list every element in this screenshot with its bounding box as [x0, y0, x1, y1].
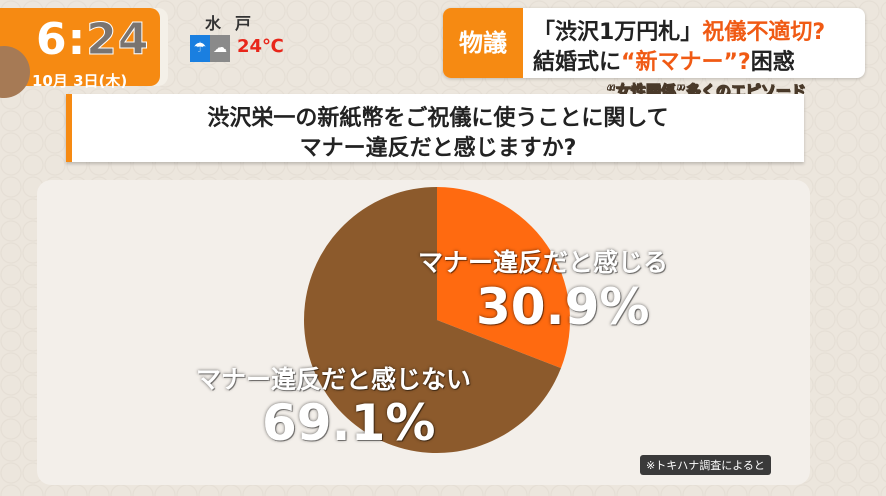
headline-line2: 結婚式に“新マナー”?困惑 — [533, 44, 795, 76]
weather-temp: 24℃ — [237, 36, 284, 57]
headline-highlight: 祝儀不適切? — [702, 20, 826, 45]
clock-hour: 6: — [36, 14, 87, 65]
umbrella-rain-icon: ☂ — [190, 35, 210, 62]
slice-value-agree: 30.9% — [476, 278, 650, 336]
headline-tag: 物議 — [443, 8, 523, 78]
pie-slice-1 — [304, 187, 561, 453]
pie-slice-0 — [437, 187, 570, 369]
headline-text: 結婚式に — [533, 50, 622, 75]
question-box: 渋沢栄一の新紙幣をご祝儀に使うことに関して マナー違反だと感じますか? — [66, 94, 804, 162]
slice-value-disagree: 69.1% — [262, 394, 436, 452]
headline-text: 困惑 — [750, 50, 795, 75]
source-note: ※トキハナ調査によると — [640, 455, 771, 475]
headline-highlight: “新マナー”? — [621, 50, 751, 75]
weather-city: 水戸 — [205, 14, 266, 33]
slice-label-disagree: マナー違反だと感じない — [196, 365, 472, 394]
weather-icons: ☂ ☁ — [190, 35, 230, 62]
headline-text: 「渋沢1万円札」 — [533, 20, 703, 45]
question-line1: 渋沢栄一の新紙幣をご祝儀に使うことに関して — [207, 106, 669, 131]
cloud-icon: ☁ — [210, 35, 230, 62]
clock-panel: 6:24 10月 3日(木) — [0, 8, 160, 98]
clock-minute: 24 — [86, 14, 150, 66]
question-line2: マナー違反だと感じますか? — [299, 136, 577, 161]
clock-date: 10月 3日(木) — [32, 72, 128, 90]
headline-line1: 「渋沢1万円札」祝儀不適切? — [533, 14, 825, 46]
clock-time: 6:24 — [36, 14, 150, 66]
news-headline: 物議 「渋沢1万円札」祝儀不適切? 結婚式に“新マナー”?困惑 — [443, 8, 865, 78]
slice-label-agree: マナー違反だと感じる — [418, 248, 669, 277]
